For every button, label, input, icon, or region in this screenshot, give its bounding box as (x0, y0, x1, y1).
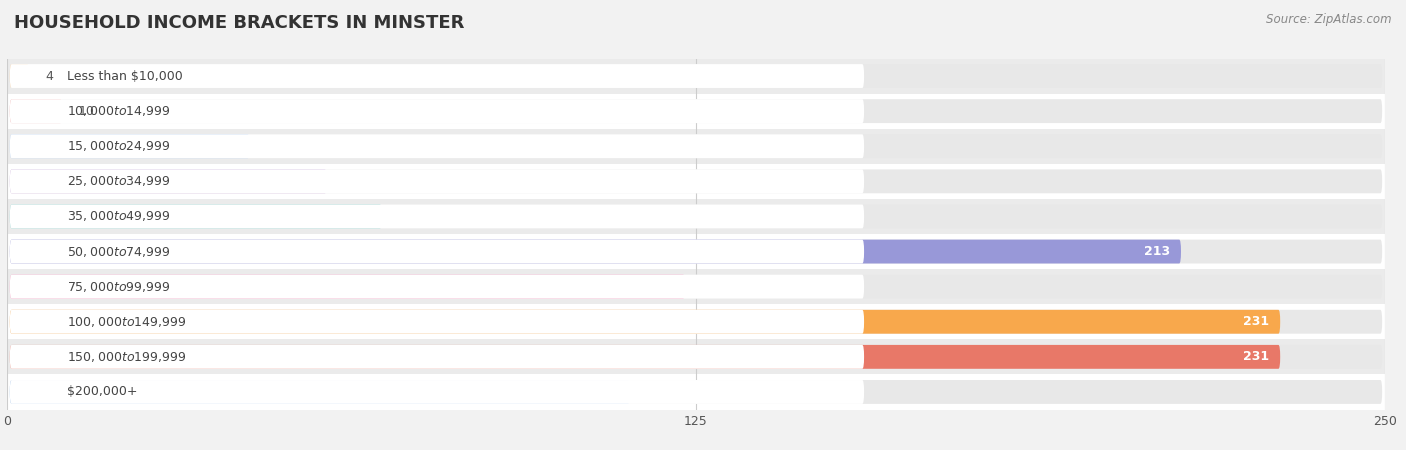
FancyBboxPatch shape (10, 99, 62, 123)
FancyBboxPatch shape (10, 310, 1382, 334)
FancyBboxPatch shape (10, 134, 865, 158)
FancyBboxPatch shape (10, 274, 685, 299)
Text: 58: 58 (298, 175, 316, 188)
FancyBboxPatch shape (10, 204, 865, 229)
FancyBboxPatch shape (10, 274, 865, 299)
Bar (7, 199, 1385, 234)
Text: $15,000 to $24,999: $15,000 to $24,999 (67, 139, 170, 153)
FancyBboxPatch shape (10, 169, 326, 194)
Text: 113: 113 (593, 386, 619, 398)
FancyBboxPatch shape (10, 239, 1181, 264)
FancyBboxPatch shape (10, 64, 30, 88)
FancyBboxPatch shape (10, 310, 1281, 334)
Bar (7, 94, 1385, 129)
Text: 44: 44 (221, 140, 239, 153)
Text: $75,000 to $99,999: $75,000 to $99,999 (67, 279, 170, 294)
FancyBboxPatch shape (10, 64, 1382, 88)
FancyBboxPatch shape (10, 310, 865, 334)
Bar (7, 304, 1385, 339)
Text: 4: 4 (45, 70, 53, 82)
FancyBboxPatch shape (10, 345, 1382, 369)
Text: 123: 123 (648, 280, 673, 293)
FancyBboxPatch shape (10, 99, 1382, 123)
Bar (7, 374, 1385, 410)
FancyBboxPatch shape (10, 239, 865, 264)
Text: $50,000 to $74,999: $50,000 to $74,999 (67, 244, 170, 259)
FancyBboxPatch shape (10, 239, 1382, 264)
Text: $100,000 to $149,999: $100,000 to $149,999 (67, 315, 186, 329)
FancyBboxPatch shape (10, 380, 865, 404)
Bar (7, 58, 1385, 94)
Text: $200,000+: $200,000+ (67, 386, 138, 398)
Bar (7, 234, 1385, 269)
Text: 68: 68 (353, 210, 371, 223)
Text: Less than $10,000: Less than $10,000 (67, 70, 183, 82)
FancyBboxPatch shape (10, 99, 865, 123)
FancyBboxPatch shape (10, 345, 1281, 369)
Bar (7, 164, 1385, 199)
Text: 213: 213 (1144, 245, 1170, 258)
Text: $150,000 to $199,999: $150,000 to $199,999 (67, 350, 186, 364)
FancyBboxPatch shape (10, 134, 249, 158)
Bar (7, 339, 1385, 374)
Bar (7, 129, 1385, 164)
Text: 231: 231 (1243, 351, 1270, 363)
Text: 10: 10 (79, 105, 94, 117)
FancyBboxPatch shape (10, 134, 1382, 158)
Text: $35,000 to $49,999: $35,000 to $49,999 (67, 209, 170, 224)
FancyBboxPatch shape (10, 204, 1382, 229)
Text: $25,000 to $34,999: $25,000 to $34,999 (67, 174, 170, 189)
FancyBboxPatch shape (10, 169, 1382, 194)
Text: $10,000 to $14,999: $10,000 to $14,999 (67, 104, 170, 118)
Text: HOUSEHOLD INCOME BRACKETS IN MINSTER: HOUSEHOLD INCOME BRACKETS IN MINSTER (14, 14, 464, 32)
FancyBboxPatch shape (10, 345, 865, 369)
Text: Source: ZipAtlas.com: Source: ZipAtlas.com (1267, 14, 1392, 27)
Text: 231: 231 (1243, 315, 1270, 328)
FancyBboxPatch shape (10, 380, 630, 404)
FancyBboxPatch shape (10, 274, 1382, 299)
Bar (7, 269, 1385, 304)
FancyBboxPatch shape (10, 64, 865, 88)
FancyBboxPatch shape (10, 204, 382, 229)
FancyBboxPatch shape (10, 380, 1382, 404)
FancyBboxPatch shape (10, 169, 865, 194)
